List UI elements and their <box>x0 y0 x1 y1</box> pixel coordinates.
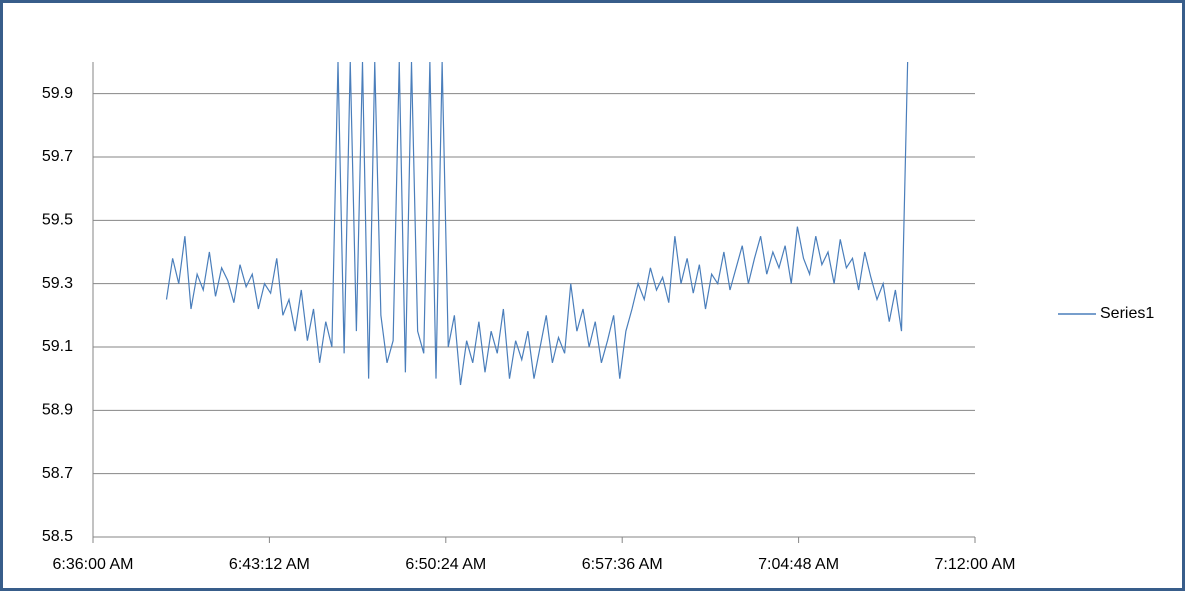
y-tick-label: 59.7 <box>42 148 73 165</box>
y-tick-label: 59.9 <box>42 85 73 102</box>
y-tick-label: 59.1 <box>42 338 73 355</box>
y-tick-label: 58.7 <box>42 465 73 482</box>
series-line <box>165 62 909 386</box>
x-tick-label: 6:57:36 AM <box>582 556 663 573</box>
x-tick-label: 6:36:00 AM <box>53 556 134 573</box>
x-tick-label: 7:12:00 AM <box>935 556 1016 573</box>
y-tick-label: 59.3 <box>42 275 73 292</box>
x-tick-label: 6:43:12 AM <box>229 556 310 573</box>
x-tick-label: 6:50:24 AM <box>405 556 486 573</box>
x-tick-label: 7:04:48 AM <box>758 556 839 573</box>
y-tick-label: 58.9 <box>42 402 73 419</box>
y-tick-label: 58.5 <box>42 528 73 545</box>
legend-label: Series1 <box>1100 305 1154 322</box>
y-tick-label: 59.5 <box>42 212 73 229</box>
